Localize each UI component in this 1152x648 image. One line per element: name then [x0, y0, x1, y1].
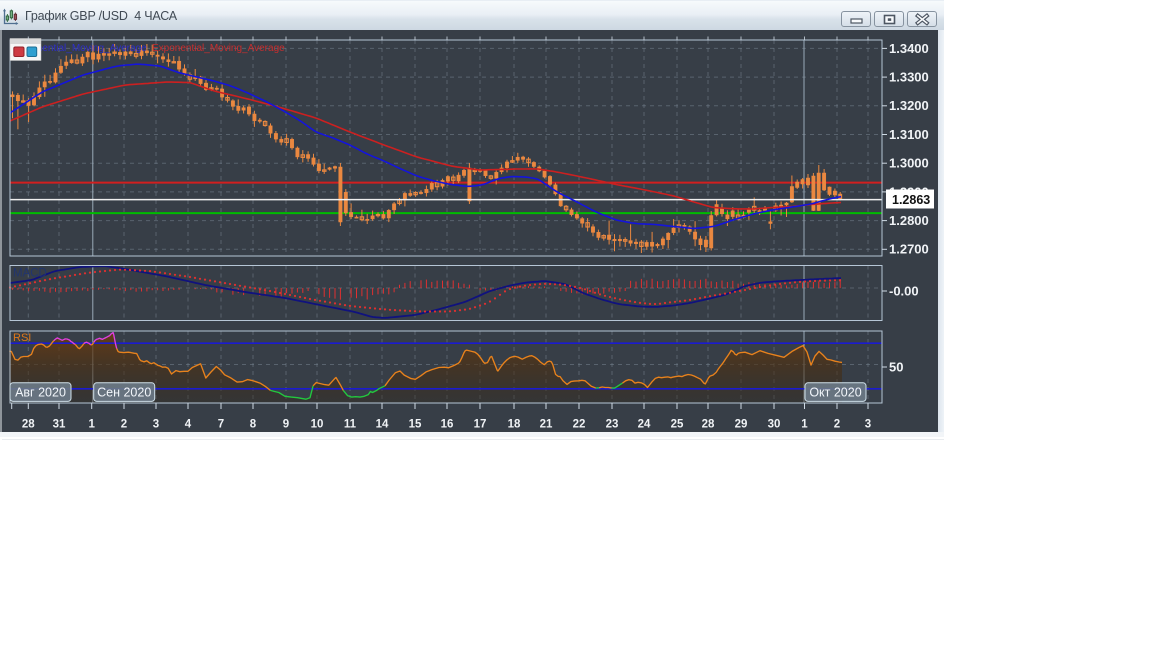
svg-text:Сен 2020: Сен 2020 — [97, 385, 151, 399]
svg-text:10: 10 — [311, 418, 324, 430]
svg-text:23: 23 — [606, 418, 619, 430]
svg-text:11: 11 — [344, 418, 357, 430]
svg-text:Exponential_Moving_Average: Exponential_Moving_Average — [152, 43, 285, 54]
svg-text:3: 3 — [865, 418, 871, 430]
svg-text:16: 16 — [441, 418, 454, 430]
svg-text:29: 29 — [735, 418, 748, 430]
svg-text:1.3300: 1.3300 — [889, 70, 929, 85]
svg-text:24: 24 — [638, 418, 651, 430]
svg-text:25: 25 — [671, 418, 684, 430]
svg-text:31: 31 — [53, 418, 66, 430]
svg-text:14: 14 — [376, 418, 389, 430]
svg-text:50: 50 — [889, 360, 903, 375]
svg-text:Окт 2020: Окт 2020 — [809, 385, 861, 399]
svg-text:2: 2 — [121, 418, 127, 430]
svg-text:1.2863: 1.2863 — [892, 193, 930, 207]
svg-text:18: 18 — [508, 418, 521, 430]
svg-text:RSI: RSI — [13, 332, 31, 344]
svg-text:2: 2 — [834, 418, 840, 430]
svg-text:3: 3 — [153, 418, 159, 430]
svg-text:MACD: MACD — [13, 268, 47, 280]
svg-text:1.3400: 1.3400 — [889, 41, 929, 56]
svg-text:Авг 2020: Авг 2020 — [15, 385, 66, 399]
svg-text:8: 8 — [250, 418, 257, 430]
svg-text:-0.00: -0.00 — [889, 284, 919, 299]
svg-text:17: 17 — [474, 418, 487, 430]
svg-text:1: 1 — [801, 418, 808, 430]
svg-text:1.3100: 1.3100 — [889, 127, 929, 142]
svg-text:Exponential_Moving_Average: Exponential_Moving_Average — [14, 43, 147, 54]
svg-text:1.2800: 1.2800 — [889, 213, 929, 228]
svg-text:28: 28 — [702, 418, 715, 430]
svg-text:21: 21 — [540, 418, 553, 430]
svg-text:28: 28 — [22, 418, 35, 430]
svg-text:4: 4 — [185, 418, 192, 430]
svg-text:1.3000: 1.3000 — [889, 156, 929, 171]
svg-text:9: 9 — [283, 418, 289, 430]
svg-text:1: 1 — [88, 418, 95, 430]
svg-text:1.3200: 1.3200 — [889, 98, 929, 113]
svg-text:30: 30 — [768, 418, 781, 430]
svg-text:1.2700: 1.2700 — [889, 242, 929, 257]
svg-text:15: 15 — [409, 418, 422, 430]
svg-text:22: 22 — [573, 418, 586, 430]
svg-text:7: 7 — [218, 418, 224, 430]
